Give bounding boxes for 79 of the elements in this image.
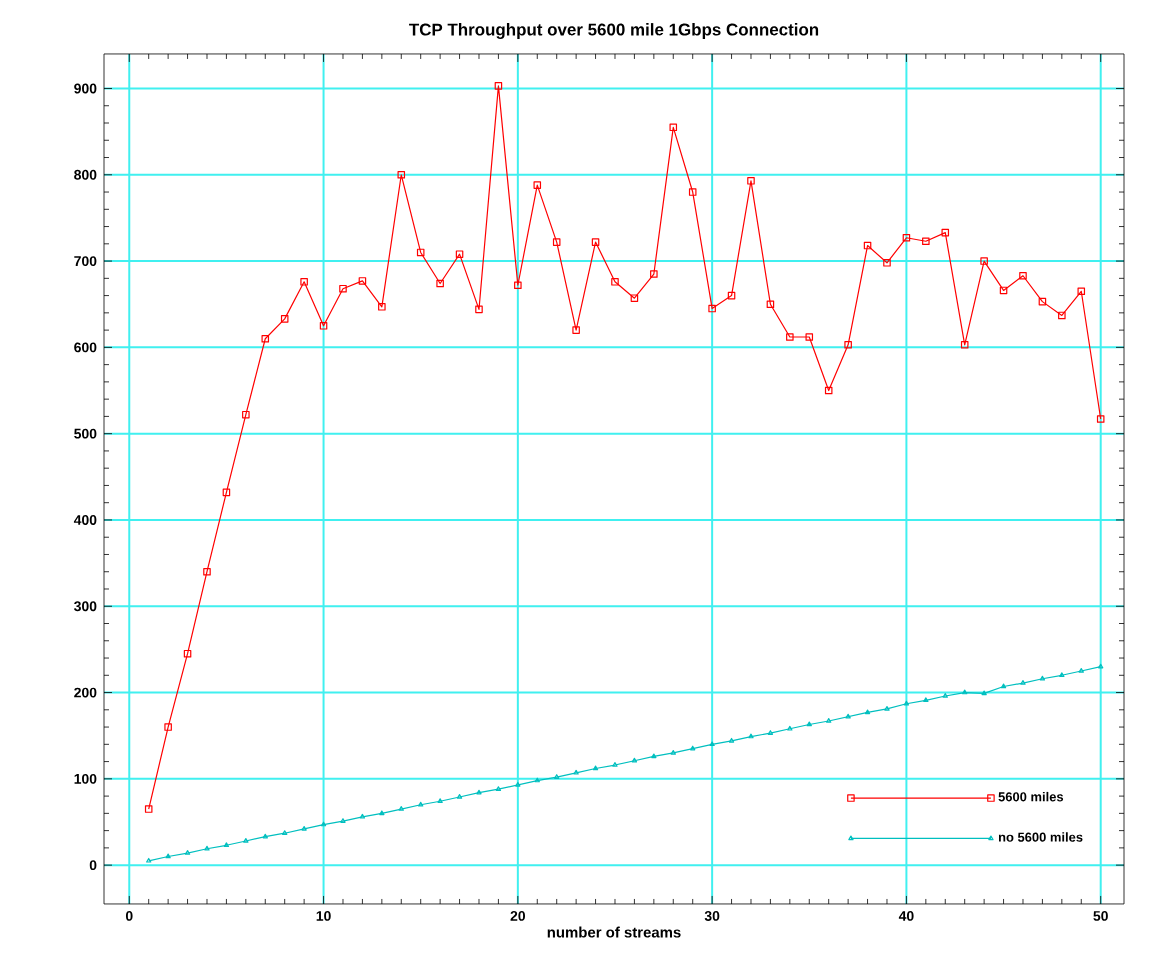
point <box>515 781 521 787</box>
point <box>514 281 522 290</box>
point <box>397 170 406 179</box>
point <box>981 690 987 696</box>
point <box>379 810 385 816</box>
point <box>980 257 988 265</box>
point <box>824 386 833 395</box>
point <box>670 749 676 755</box>
point <box>1019 271 1027 280</box>
point <box>708 304 716 313</box>
point <box>1077 287 1086 296</box>
point <box>922 237 930 246</box>
point <box>436 279 444 288</box>
point <box>552 238 561 246</box>
point <box>243 837 249 843</box>
point <box>766 300 775 309</box>
point <box>651 753 657 759</box>
point <box>845 713 851 719</box>
point <box>999 286 1008 295</box>
point <box>709 741 715 747</box>
point <box>960 340 969 349</box>
point <box>456 793 463 799</box>
point <box>572 326 580 334</box>
point <box>475 305 483 314</box>
point <box>300 278 308 286</box>
point <box>1059 672 1065 678</box>
point <box>923 697 929 703</box>
point <box>204 845 210 851</box>
point <box>727 291 736 300</box>
point <box>164 723 172 731</box>
point <box>883 259 891 267</box>
point <box>223 842 230 848</box>
point <box>358 277 367 285</box>
point <box>1039 675 1046 681</box>
point <box>591 238 600 246</box>
point <box>592 765 599 771</box>
point <box>864 709 871 715</box>
point <box>844 340 852 349</box>
point <box>573 769 579 775</box>
point <box>631 757 638 763</box>
point <box>941 228 950 237</box>
point <box>378 303 386 311</box>
point <box>455 250 464 258</box>
point <box>688 188 697 196</box>
point <box>533 181 542 189</box>
point <box>669 123 678 132</box>
point <box>863 241 872 250</box>
point <box>1058 311 1066 320</box>
point <box>1038 297 1047 306</box>
point <box>261 334 270 343</box>
point <box>786 333 794 341</box>
point <box>242 410 250 419</box>
point <box>650 270 658 278</box>
point <box>280 315 289 323</box>
point <box>418 801 424 807</box>
point <box>203 567 211 576</box>
point <box>319 322 328 330</box>
point <box>1000 683 1007 689</box>
point <box>359 813 366 819</box>
point <box>222 488 231 497</box>
point <box>494 82 503 90</box>
point <box>262 833 268 839</box>
point <box>339 284 347 293</box>
point <box>183 649 192 658</box>
point <box>747 177 755 185</box>
point <box>416 248 425 257</box>
point <box>630 294 639 302</box>
chart-title: TCP Throughput over 5600 mile 1Gbps Connection <box>409 23 819 39</box>
point <box>1078 667 1084 673</box>
point <box>902 233 911 242</box>
point <box>611 278 619 286</box>
point <box>805 333 814 341</box>
point <box>787 725 793 731</box>
point <box>903 700 910 706</box>
point <box>301 825 307 831</box>
point <box>728 737 735 743</box>
point <box>437 798 443 804</box>
point <box>884 705 890 711</box>
point <box>806 721 812 727</box>
